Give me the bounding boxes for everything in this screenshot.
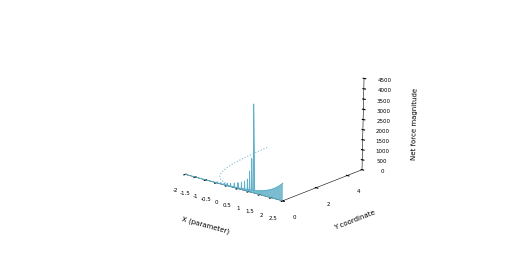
Y-axis label: Y coordinate: Y coordinate — [333, 210, 376, 231]
X-axis label: X (parameter): X (parameter) — [181, 216, 230, 235]
